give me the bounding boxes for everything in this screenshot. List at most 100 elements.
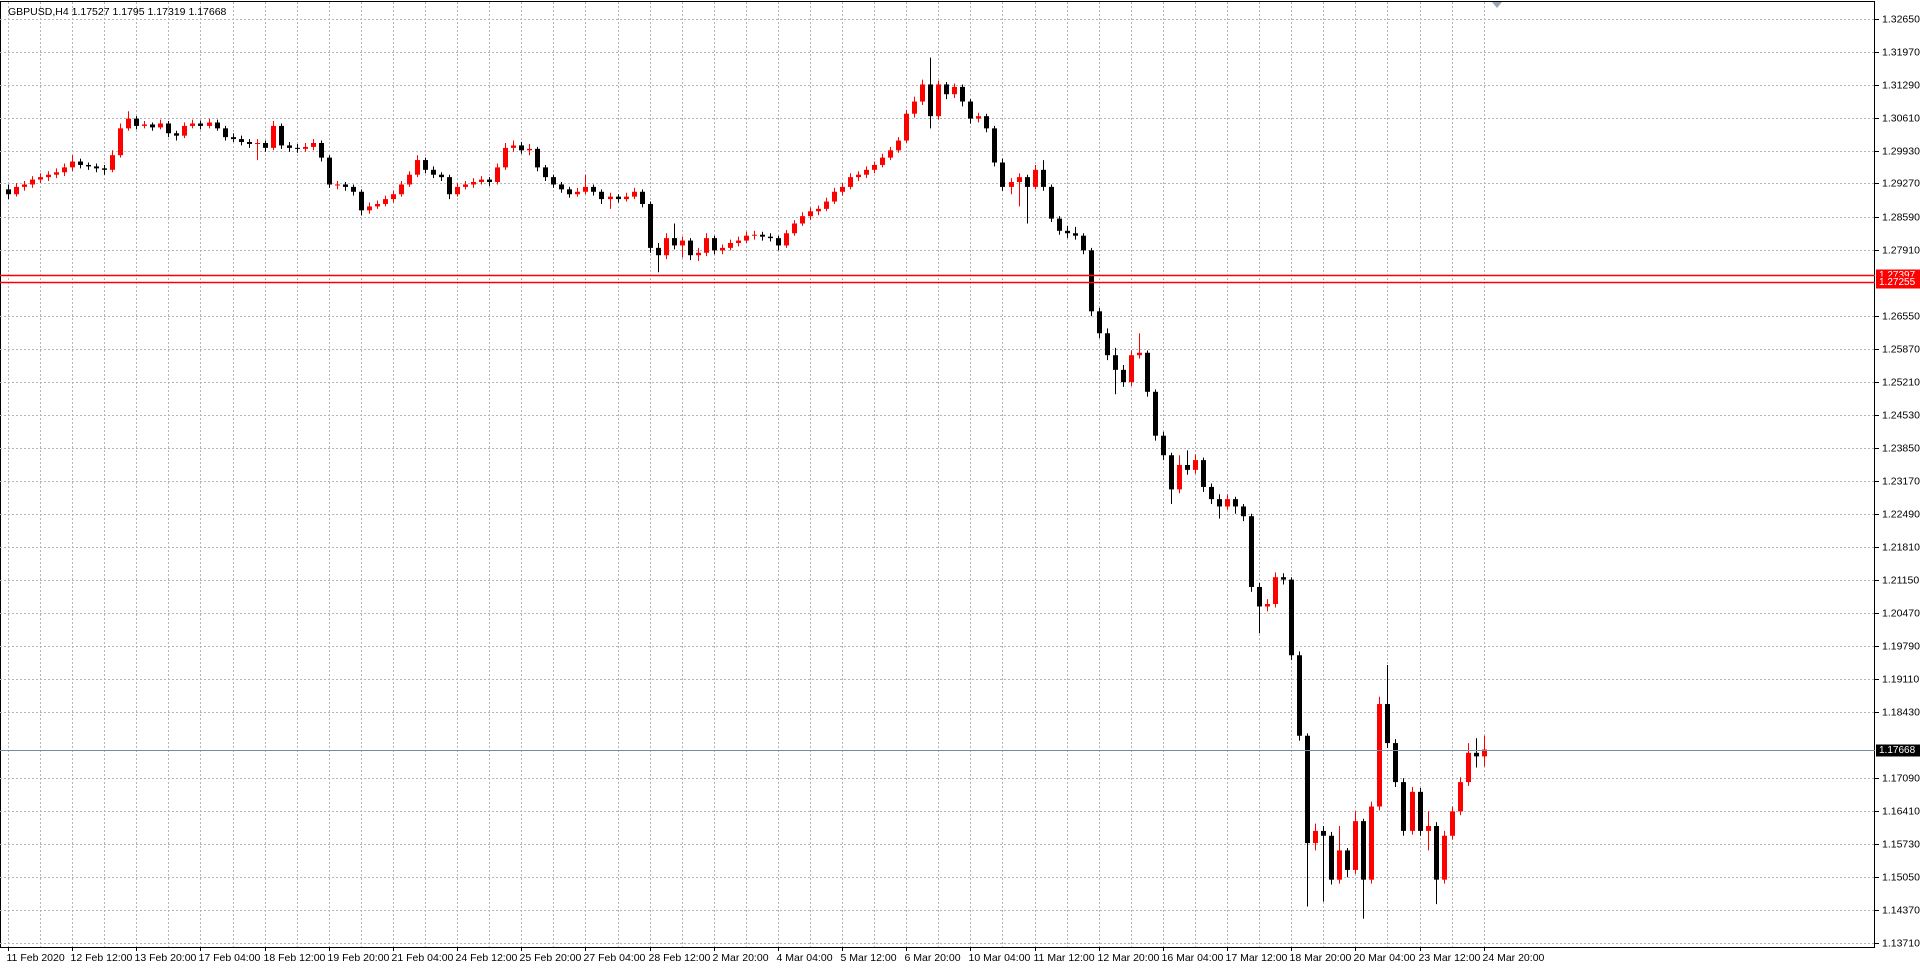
candle-body — [1113, 355, 1118, 370]
candle-body — [263, 142, 268, 148]
candle-body — [1065, 230, 1070, 234]
candle-body — [1201, 460, 1206, 487]
candle-body — [720, 247, 725, 251]
candle-body — [728, 243, 733, 248]
candle-body — [271, 125, 276, 148]
candle-body — [640, 191, 645, 204]
candle-body — [231, 137, 236, 140]
candle-body — [471, 182, 476, 185]
candle-body — [816, 208, 821, 212]
x-tick-label: 24 Feb 12:00 — [456, 952, 518, 964]
candle-body — [22, 184, 27, 187]
grid — [0, 2, 1875, 947]
candle-body — [599, 191, 604, 200]
candle-body — [1025, 177, 1030, 187]
candle-body — [1097, 311, 1102, 334]
y-tick-label: 1.21810 — [1882, 541, 1920, 553]
candle-body — [519, 145, 524, 151]
candle-body — [62, 167, 67, 173]
y-tick-label: 1.26550 — [1882, 310, 1920, 322]
x-tick-label: 12 Mar 20:00 — [1098, 952, 1160, 964]
candle-body — [1426, 826, 1431, 831]
candle-body — [616, 196, 621, 200]
candle-body — [583, 186, 588, 192]
candle-body — [920, 84, 925, 102]
y-tick-label: 1.31970 — [1882, 46, 1920, 58]
x-tick-label: 11 Mar 12:00 — [1034, 952, 1095, 964]
candle-body — [118, 128, 123, 156]
candle-body — [174, 133, 179, 136]
price-label: 1.17668 — [1879, 745, 1916, 756]
candle-body — [54, 172, 59, 175]
candle-body — [1209, 486, 1214, 500]
y-tick-label: 1.25870 — [1882, 343, 1920, 355]
candle-body — [1009, 182, 1014, 187]
candle-body — [760, 234, 765, 237]
candle-body — [543, 167, 548, 178]
candle-body — [1081, 235, 1086, 251]
y-tick-label: 1.15730 — [1882, 838, 1920, 850]
candle-body — [198, 123, 203, 126]
y-tick-label: 1.20470 — [1882, 607, 1920, 619]
candle-body — [824, 201, 829, 209]
candle-body — [6, 189, 11, 195]
candle-body — [1313, 830, 1318, 844]
candle-body — [1466, 752, 1471, 783]
candle-body — [1257, 586, 1262, 607]
candle-body — [768, 236, 773, 239]
candle-body — [551, 177, 556, 185]
candle-body — [247, 142, 252, 144]
close: 1.17668 — [188, 6, 226, 18]
x-tick-label: 21 Feb 04:00 — [392, 952, 454, 964]
candle-body — [1450, 811, 1455, 836]
candle-body — [1000, 162, 1005, 187]
candle-body — [142, 124, 147, 126]
candle-body — [383, 199, 388, 204]
candle-body — [1073, 233, 1078, 236]
candle-body — [1193, 460, 1198, 470]
candle-body — [1121, 369, 1126, 383]
candle-body — [415, 160, 420, 175]
open: 1.17527 — [72, 6, 110, 18]
candle-body — [1217, 499, 1222, 507]
candle-body — [375, 203, 380, 207]
symbol: GBPUSD,H4 — [8, 6, 69, 18]
y-tick-label: 1.19110 — [1882, 673, 1919, 685]
y-tick-label: 1.14370 — [1882, 904, 1920, 916]
candle-body — [904, 113, 909, 141]
y-tick-label: 1.30610 — [1882, 112, 1920, 124]
candle-body — [808, 211, 813, 217]
candle-body — [343, 184, 348, 187]
candle-body — [575, 191, 580, 195]
candle-body — [736, 240, 741, 244]
candle-body — [431, 169, 436, 175]
candle-body — [696, 252, 701, 256]
candle-body — [1185, 464, 1190, 470]
shift-marker — [1492, 2, 1502, 8]
candle-body — [447, 177, 452, 195]
x-tick-label: 25 Feb 20:00 — [520, 952, 582, 964]
candle-body — [1353, 821, 1358, 870]
candle-body — [102, 168, 107, 170]
candle-body — [70, 161, 75, 168]
candle-body — [1017, 177, 1022, 183]
candle-body — [1401, 782, 1406, 831]
y-tick-label: 1.29270 — [1882, 177, 1920, 189]
candle-body — [495, 167, 500, 183]
candle-body — [1297, 655, 1302, 736]
candle-body — [1321, 830, 1326, 836]
candle-body — [567, 189, 572, 195]
candle-body — [984, 116, 989, 129]
candle-body — [94, 166, 99, 169]
candle-body — [487, 179, 492, 183]
y-tick-label: 1.21150 — [1882, 574, 1919, 586]
candle-body — [1249, 516, 1254, 587]
candle-body — [14, 186, 19, 195]
candle-body — [559, 184, 564, 190]
candles — [6, 57, 1487, 919]
x-tick-label: 17 Feb 04:00 — [199, 952, 261, 964]
candle-body — [126, 118, 131, 129]
candle-body — [944, 84, 949, 95]
x-tick-label: 19 Feb 20:00 — [328, 952, 390, 964]
